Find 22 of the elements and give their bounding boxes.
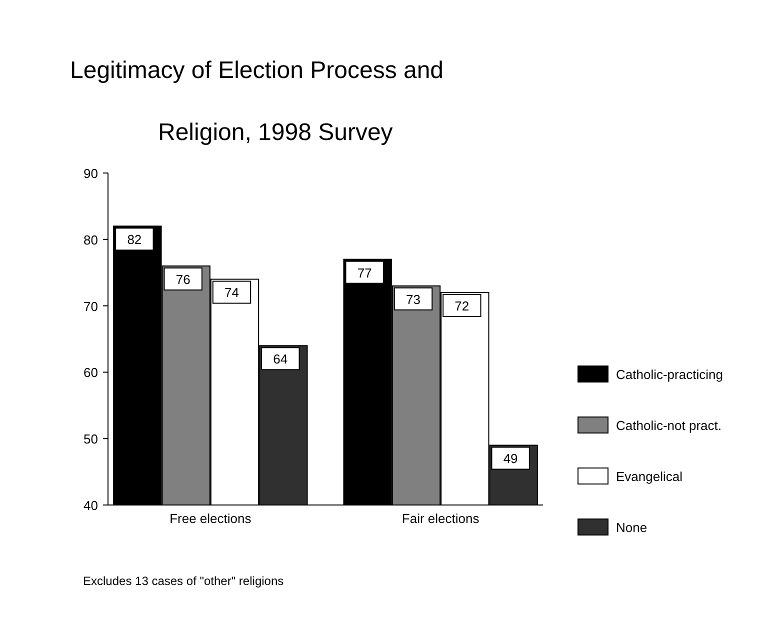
data-label: 49 (503, 451, 518, 466)
legend-label: Catholic-practicing (616, 367, 723, 382)
legend-label: Catholic-not pract. (616, 418, 722, 433)
data-label: 82 (127, 232, 142, 248)
data-label: 76 (176, 272, 190, 287)
data-label: 72 (454, 298, 470, 314)
x-tick-label: Fair elections (402, 511, 480, 526)
x-tick-label: Free elections (170, 511, 252, 526)
y-tick-label: 80 (84, 232, 98, 248)
y-tick-label: 70 (84, 298, 98, 314)
data-label: 64 (273, 352, 288, 367)
data-label: 77 (357, 265, 372, 280)
chart-title: Legitimacy of Election Process and Religion, 1998 Survey (70, 57, 444, 146)
data-label: 73 (406, 292, 420, 307)
y-tick-label: 90 (84, 166, 98, 181)
y-tick-label: 40 (84, 498, 98, 513)
text: Excludes 13 cases of "other" religions (83, 574, 284, 588)
y-tick-label: 50 (84, 432, 98, 447)
data-label: 74 (224, 285, 239, 300)
legend-label: Evangelical (616, 469, 683, 484)
legend-label: None (616, 520, 648, 535)
y-tick-label: 60 (84, 365, 98, 380)
